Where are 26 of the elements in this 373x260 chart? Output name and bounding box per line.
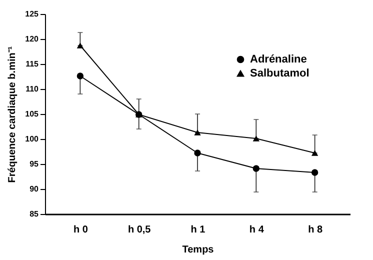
y-tick-label: 105 [25, 110, 40, 118]
y-axis-title: Fréquence cardiaque b.min⁻¹ [7, 46, 18, 183]
x-tick-label: h 1 [190, 224, 206, 236]
x-tick-label: h 0 [73, 224, 88, 236]
y-tick-label: 115 [26, 60, 40, 68]
y-tick-label: 125 [25, 10, 40, 18]
x-tick-label: h 0,5 [128, 224, 152, 236]
y-tick-label: 120 [25, 34, 40, 44]
point [311, 150, 318, 156]
x-axis-title: Temps [182, 244, 214, 256]
point [252, 165, 260, 172]
point [194, 130, 201, 136]
y-tick-label: 90 [30, 184, 40, 194]
y-tick-label: 110 [26, 84, 40, 94]
point [76, 72, 84, 80]
x-tick-label: h 4 [249, 224, 264, 236]
x-tick-label: h 8 [308, 224, 323, 236]
point [194, 150, 201, 156]
point [252, 136, 260, 142]
y-tick-label: 100 [25, 134, 40, 144]
y-tick-label: 95 [30, 160, 40, 168]
legend-label: Salbutamol [250, 68, 310, 80]
y-tick-label: 85 [30, 210, 40, 218]
legend-label: Adrénaline [250, 54, 307, 66]
point [311, 169, 318, 176]
point [76, 42, 84, 48]
